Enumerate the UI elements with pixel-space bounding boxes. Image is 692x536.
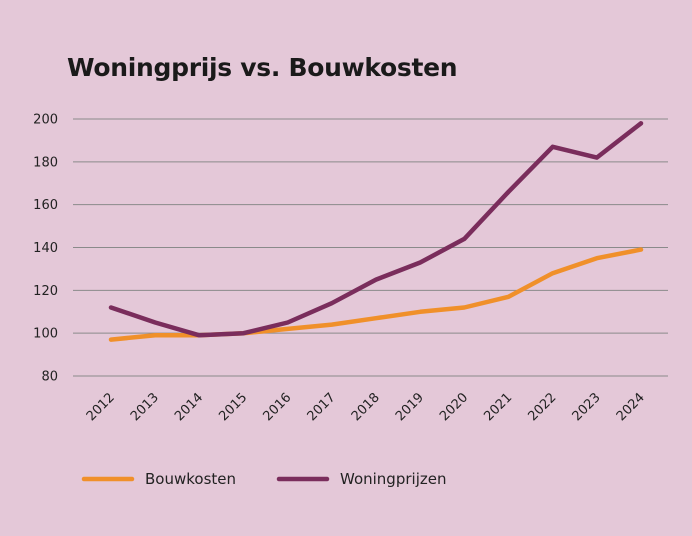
series-line-bouwkosten [108, 247, 644, 342]
y-tick-label: 140 [33, 241, 58, 256]
y-tick-label: 120 [33, 284, 58, 299]
x-tick-label: 2014 [172, 390, 206, 424]
x-tick-label: 2012 [84, 390, 118, 424]
x-tick-label: 2021 [481, 390, 515, 424]
y-tick-label: 180 [33, 155, 58, 170]
x-tick-label: 2020 [437, 390, 471, 424]
series-line-woningprijzen [108, 121, 644, 338]
x-tick-label: 2023 [570, 390, 604, 424]
legend-label: Woningprijzen [340, 470, 446, 488]
x-tick-label: 2019 [393, 390, 427, 424]
x-tick-label: 2024 [614, 390, 648, 424]
x-tick-label: 2015 [216, 390, 250, 424]
chart-title: Woningprijs vs. Bouwkosten [67, 53, 458, 82]
y-tick-label: 80 [41, 370, 58, 385]
x-tick-label: 2013 [128, 390, 162, 424]
x-tick-label: 2017 [305, 390, 339, 424]
x-tick-label: 2022 [525, 390, 559, 424]
y-tick-label: 200 [33, 113, 58, 128]
legend-label: Bouwkosten [145, 470, 236, 488]
x-tick-label: 2016 [260, 390, 294, 424]
y-tick-label: 100 [33, 327, 58, 342]
x-tick-label: 2018 [349, 390, 383, 424]
y-tick-label: 160 [33, 198, 58, 213]
